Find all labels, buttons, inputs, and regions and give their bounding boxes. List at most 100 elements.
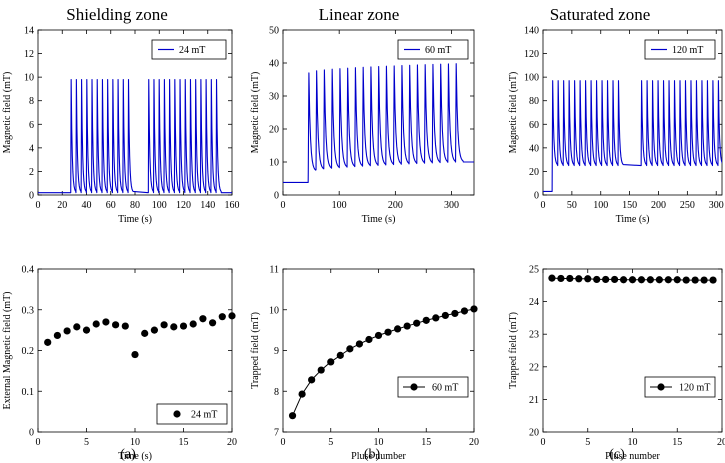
plot-frame <box>282 268 475 433</box>
x-tick-label: 15 <box>672 437 682 448</box>
y-tick-label: 12 <box>24 49 34 60</box>
data-point <box>470 305 478 313</box>
data-point <box>637 276 646 284</box>
y-axis-title: External Magnetic field (mT) <box>2 291 13 409</box>
y-tick-label: 0 <box>29 191 34 202</box>
data-point <box>422 316 430 324</box>
data-point <box>441 311 449 320</box>
data-point <box>327 358 335 366</box>
data-point <box>228 312 236 320</box>
data-point <box>44 338 52 346</box>
y-tick-label: 8 <box>274 387 279 398</box>
x-tick-label: 300 <box>444 200 459 211</box>
data-point <box>298 390 306 398</box>
y-tick-label: 11 <box>269 265 279 276</box>
data-point <box>121 322 129 330</box>
y-tick-label: 22 <box>529 362 539 373</box>
data-point <box>413 319 421 327</box>
y-tick-label: 9 <box>274 346 279 357</box>
data-point <box>288 412 297 420</box>
data-point <box>355 340 363 348</box>
y-tick-label: 40 <box>269 59 279 70</box>
data-point <box>384 328 392 336</box>
data-point <box>602 275 610 284</box>
data-point <box>189 320 197 328</box>
zone-title-linear: Linear zone <box>319 5 400 24</box>
plot-frame <box>282 29 475 196</box>
y-tick-label: 0.1 <box>22 387 35 398</box>
legend-box <box>644 39 716 60</box>
x-axis-title: Time (s) <box>118 451 152 462</box>
legend-box <box>397 376 469 398</box>
panel-label-a: (a) <box>120 447 136 462</box>
x-tick-label: 5 <box>328 437 333 448</box>
data-point <box>557 274 565 283</box>
plot-frame <box>542 268 723 433</box>
x-axis-title: Pluse number <box>351 451 406 462</box>
x-axis-title: Time (s) <box>118 214 152 225</box>
data-point <box>575 275 583 283</box>
data-point <box>199 315 207 323</box>
y-tick-label: 24 <box>529 297 539 308</box>
chart-b-bottom: 0 5 10 15 20 7 8 9 10 11 Pluse number Trapped field… <box>250 265 479 463</box>
x-axis-title: Pluse number <box>605 451 660 462</box>
legend-box <box>151 39 227 60</box>
y-tick-label: 0 <box>534 191 539 202</box>
x-tick-label: 20 <box>717 437 725 448</box>
data-point <box>460 307 469 315</box>
y-tick-label: 0.2 <box>22 346 35 357</box>
data-point <box>548 274 556 282</box>
y-tick-label: 120 <box>524 49 539 60</box>
legend-box <box>156 403 228 425</box>
x-tick-label: 10 <box>374 437 384 448</box>
x-tick-label: 20 <box>469 437 479 448</box>
x-tick-label: 5 <box>84 437 89 448</box>
y-axis-title: Trapped field (mT) <box>508 312 519 389</box>
y-tick-label: 25 <box>529 265 539 276</box>
y-tick-label: 80 <box>529 96 539 107</box>
y-tick-label: 50 <box>269 26 279 37</box>
y-tick-label: 140 <box>524 26 539 37</box>
data-point <box>112 321 120 329</box>
data-point <box>655 276 663 284</box>
x-tick-label: 15 <box>421 437 431 448</box>
x-tick-label: 80 <box>130 200 140 211</box>
zone-title-saturated: Saturated zone <box>550 5 651 24</box>
chart-a-bottom: 0 5 10 15 20 0 0.1 0.2 0.3 0.4 Time (s) External Ma… <box>2 265 237 463</box>
data-point <box>584 275 592 283</box>
x-tick-label: 0 <box>281 437 286 448</box>
x-axis-title: Time (s) <box>616 214 650 225</box>
x-tick-label: 40 <box>82 200 92 211</box>
panel-label-c: (c) <box>609 447 625 462</box>
legend-dot-icon <box>410 383 418 391</box>
data-point <box>336 351 344 359</box>
data-point <box>432 314 440 322</box>
chart-b-top: 0 100 200 300 0 10 20 30 40 50 Time (s) Magnetic fi… <box>250 26 475 225</box>
y-tick-label: 0.4 <box>22 265 35 276</box>
y-tick-label: 7 <box>274 428 279 439</box>
legend-label: 60 mT <box>432 383 458 394</box>
x-tick-label: 5 <box>585 437 590 448</box>
x-tick-label: 200 <box>388 200 403 211</box>
legend-label: 24 mT <box>179 45 205 56</box>
x-tick-label: 200 <box>651 200 666 211</box>
x-tick-label: 0 <box>541 200 546 211</box>
data-point <box>179 322 188 330</box>
series-line <box>543 80 722 193</box>
y-tick-label: 100 <box>524 73 539 84</box>
data-point <box>593 275 601 284</box>
x-tick-label: 10 <box>628 437 638 448</box>
chart-a-top: 0 20 40 60 80 100 120 140 160 0 2 4 6 8 10 12 14 Time (s)… <box>2 26 240 226</box>
legend-box <box>397 39 469 60</box>
x-tick-label: 250 <box>680 200 695 211</box>
x-tick-label: 60 <box>106 200 116 211</box>
data-point <box>619 276 628 284</box>
y-tick-label: 10 <box>269 305 279 316</box>
data-point <box>394 325 402 333</box>
data-point <box>141 329 149 337</box>
x-tick-label: 50 <box>567 200 577 211</box>
data-point <box>102 318 110 326</box>
x-tick-label: 20 <box>57 200 67 211</box>
data-point <box>451 309 459 318</box>
